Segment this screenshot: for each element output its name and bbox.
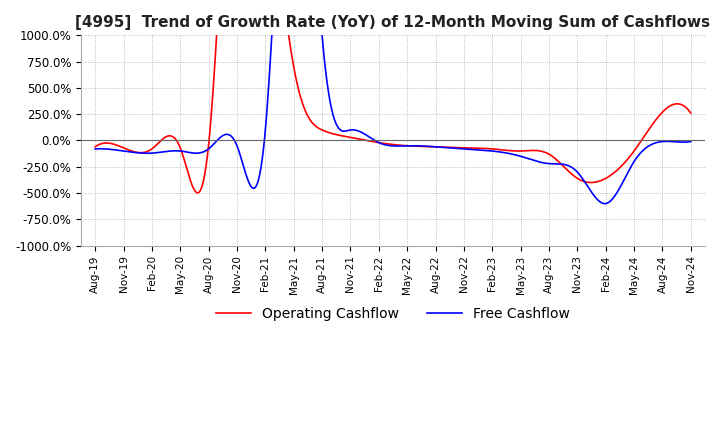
Free Cashflow [375,140,384,146]
Operating Cashflow [379,141,388,146]
Line: Operating Cashflow: Operating Cashflow [95,0,690,193]
Free Cashflow [686,139,695,144]
Title: [4995]  Trend of Growth Rate (YoY) of 12-Month Moving Sum of Cashflows: [4995] Trend of Growth Rate (YoY) of 12-… [76,15,711,30]
Operating Cashflow [91,144,99,150]
Operating Cashflow [448,145,456,150]
Operating Cashflow [686,110,695,116]
Line: Free Cashflow: Free Cashflow [95,0,690,204]
Free Cashflow [379,142,387,147]
Free Cashflow [414,143,423,148]
Operating Cashflow [675,101,683,106]
Free Cashflow [580,179,589,184]
Free Cashflow [91,146,99,151]
Free Cashflow [446,145,455,150]
Operating Cashflow [194,190,202,195]
Legend: Operating Cashflow, Free Cashflow: Operating Cashflow, Free Cashflow [211,302,575,327]
Operating Cashflow [415,144,424,149]
Free Cashflow [600,201,609,206]
Operating Cashflow [582,179,590,184]
Operating Cashflow [376,140,384,146]
Free Cashflow [675,139,683,145]
